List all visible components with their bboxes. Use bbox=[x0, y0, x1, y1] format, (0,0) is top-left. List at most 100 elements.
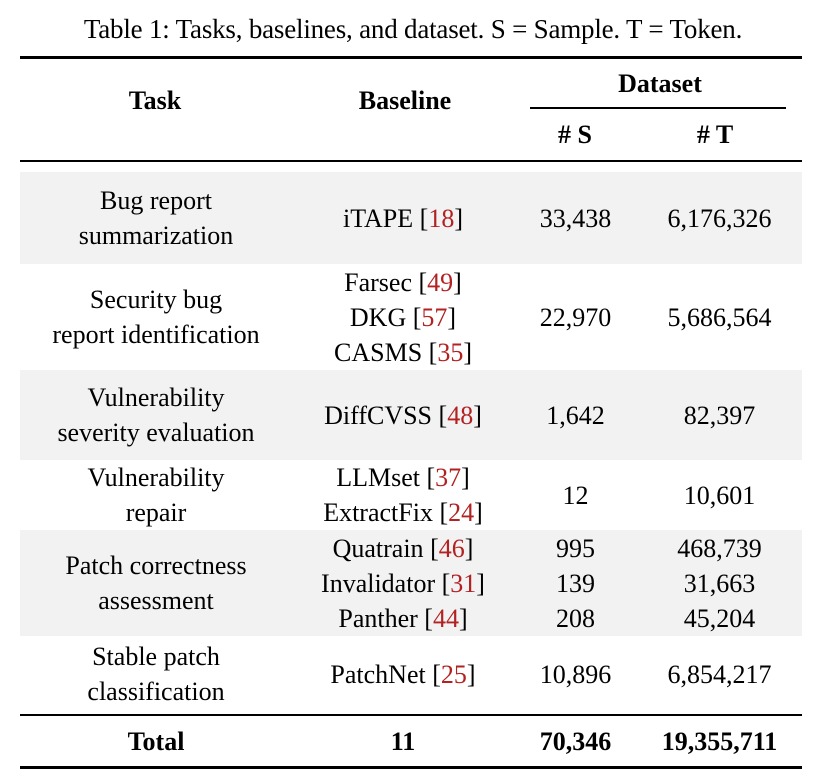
header-task: Task bbox=[128, 86, 182, 115]
header-baseline: Baseline bbox=[358, 86, 452, 115]
baseline-name: DiffCVSS bbox=[324, 400, 433, 430]
task-cell-line: assessment bbox=[98, 586, 214, 615]
samples-cell: 10,896 bbox=[514, 636, 637, 712]
total-row: Total 11 70,346 19,355,711 bbox=[20, 716, 802, 766]
tokens-cell: 6,176,326 bbox=[637, 172, 802, 264]
citation-link[interactable]: 25 bbox=[440, 659, 467, 689]
task-cell-line: Stable patch bbox=[92, 642, 220, 671]
samples-cell: 33,438 bbox=[514, 172, 637, 264]
total-label: Total bbox=[127, 726, 185, 756]
total-baselines: 11 bbox=[390, 726, 416, 756]
table-row: Security bug report identification Farsec … bbox=[20, 264, 802, 370]
total-tokens: 19,355,711 bbox=[661, 726, 778, 756]
tokens-cell: 468,739 31,663 45,204 bbox=[637, 530, 802, 636]
tokens-cell: 5,686,564 bbox=[637, 264, 802, 370]
baseline-name: PatchNet bbox=[330, 659, 426, 689]
dataset-subrule bbox=[530, 107, 786, 109]
baseline-entry: DKG [57] bbox=[349, 302, 457, 332]
citation-link[interactable]: 57 bbox=[421, 302, 448, 332]
task-cell: Vulnerability severity evaluation bbox=[20, 370, 292, 460]
table-row: Vulnerability repair LLMset [37] ExtractFix… bbox=[20, 460, 802, 530]
tokens-cell-line: 468,739 bbox=[677, 533, 762, 563]
task-cell-line: Bug report bbox=[100, 186, 212, 215]
citation-link[interactable]: 37 bbox=[435, 463, 462, 492]
task-cell-line: report identification bbox=[52, 320, 260, 349]
task-cell-line: Vulnerability bbox=[87, 463, 225, 492]
total-rule bbox=[20, 714, 802, 716]
citation-link[interactable]: 48 bbox=[447, 400, 474, 430]
table-row: Patch correctness assessment Quatrain [46]… bbox=[20, 530, 802, 636]
baseline-cell: iTAPE [18] bbox=[292, 172, 514, 264]
baseline-name: Invalidator bbox=[321, 568, 436, 598]
task-cell: Security bug report identification bbox=[20, 264, 292, 370]
citation-link[interactable]: 49 bbox=[427, 267, 454, 297]
samples-cell: 12 bbox=[514, 460, 637, 530]
baseline-cell: LLMset [37] ExtractFix [24] bbox=[292, 460, 514, 530]
citation-link[interactable]: 24 bbox=[448, 498, 475, 527]
baseline-name: Farsec bbox=[344, 267, 412, 297]
samples-cell: 22,970 bbox=[514, 264, 637, 370]
baseline-entry: Farsec [49] bbox=[344, 267, 462, 297]
samples-cell-line: 33,438 bbox=[539, 203, 612, 233]
samples-cell: 995 139 208 bbox=[514, 530, 637, 636]
baseline-entry: LLMset [37] bbox=[336, 463, 470, 492]
task-cell: Patch correctness assessment bbox=[20, 530, 292, 636]
baseline-entry: iTAPE [18] bbox=[343, 203, 463, 233]
tokens-cell-line: 6,854,217 bbox=[667, 659, 772, 689]
citation-link[interactable]: 44 bbox=[432, 603, 459, 633]
task-cell-line: Security bug bbox=[89, 285, 223, 314]
baseline-cell: PatchNet [25] bbox=[292, 636, 514, 712]
top-rule bbox=[20, 56, 802, 59]
task-cell-line: Patch correctness bbox=[65, 551, 247, 580]
samples-cell-line: 208 bbox=[556, 603, 595, 633]
tokens-cell: 82,397 bbox=[637, 370, 802, 460]
baseline-name: DKG bbox=[349, 302, 407, 332]
tokens-cell: 6,854,217 bbox=[637, 636, 802, 712]
samples-cell-line: 1,642 bbox=[546, 400, 605, 430]
baseline-entry: CASMS [35] bbox=[334, 337, 472, 367]
citation-link[interactable]: 35 bbox=[437, 337, 464, 367]
baseline-entry: Invalidator [31] bbox=[321, 568, 485, 598]
tokens-cell-line: 45,204 bbox=[683, 603, 756, 633]
samples-cell: 1,642 bbox=[514, 370, 637, 460]
task-cell-line: severity evaluation bbox=[57, 418, 255, 447]
citation-link[interactable]: 46 bbox=[438, 533, 465, 563]
tokens-cell-line: 82,397 bbox=[683, 400, 756, 430]
baseline-name: iTAPE bbox=[343, 203, 414, 233]
baseline-entry: Panther [44] bbox=[338, 603, 468, 633]
baseline-entry: PatchNet [25] bbox=[330, 659, 476, 689]
table-row: Vulnerability severity evaluation DiffCVSS… bbox=[20, 370, 802, 460]
samples-cell-line: 995 bbox=[556, 533, 595, 563]
tokens-cell-line: 31,663 bbox=[683, 568, 756, 598]
task-cell-line: Vulnerability bbox=[87, 383, 225, 412]
tokens-cell-line: 5,686,564 bbox=[667, 302, 772, 332]
baseline-entry: Quatrain [46] bbox=[332, 533, 474, 563]
table-row: Stable patch classification PatchNet [25] 1… bbox=[20, 636, 802, 712]
baseline-name: Panther bbox=[338, 603, 418, 633]
total-samples: 70,346 bbox=[539, 726, 612, 756]
tokens-cell-line: 6,176,326 bbox=[667, 203, 772, 233]
citation-link[interactable]: 18 bbox=[428, 203, 455, 233]
baseline-name: Quatrain bbox=[332, 533, 424, 563]
samples-cell-line: 12 bbox=[562, 480, 589, 510]
baseline-name: ExtractFix bbox=[323, 498, 433, 527]
baseline-name: CASMS bbox=[334, 337, 423, 367]
task-cell-line: classification bbox=[87, 677, 225, 706]
citation-link[interactable]: 31 bbox=[450, 568, 477, 598]
baseline-entry: DiffCVSS [48] bbox=[324, 400, 482, 430]
tokens-cell-line: 10,601 bbox=[683, 480, 756, 510]
task-cell: Vulnerability repair bbox=[20, 460, 292, 530]
bottom-rule bbox=[20, 766, 802, 769]
header-dataset: Dataset bbox=[618, 69, 702, 98]
baseline-cell: DiffCVSS [48] bbox=[292, 370, 514, 460]
table-row: Bug report summarization iTAPE [18] 33,438 6… bbox=[20, 172, 802, 264]
baseline-entry: ExtractFix [24] bbox=[323, 498, 483, 527]
task-cell: Bug report summarization bbox=[20, 172, 292, 264]
task-cell-line: summarization bbox=[78, 221, 234, 250]
samples-cell-line: 22,970 bbox=[539, 302, 612, 332]
samples-cell-line: 10,896 bbox=[539, 659, 612, 689]
baseline-name: LLMset bbox=[336, 463, 420, 492]
samples-cell-line: 139 bbox=[556, 568, 595, 598]
header-samples: # S bbox=[558, 120, 592, 149]
baseline-cell: Farsec [49] DKG [57] CASMS [35] bbox=[292, 264, 514, 370]
